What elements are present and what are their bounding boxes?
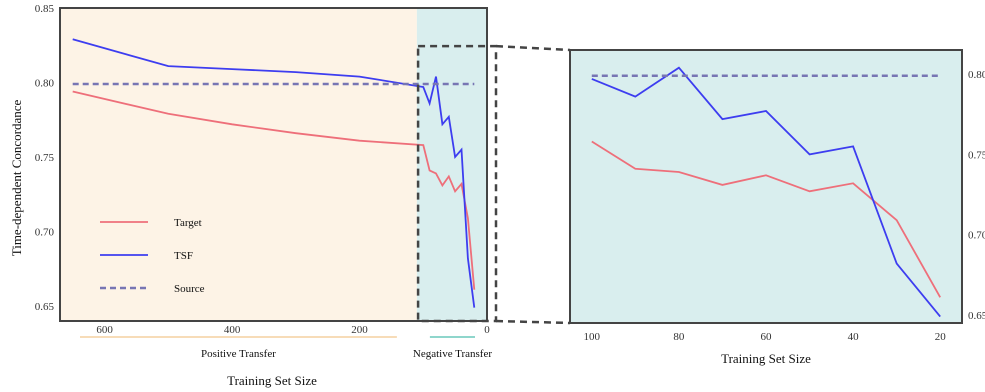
region-band-positive (60, 8, 417, 321)
zoom-region-box (416, 44, 498, 323)
inset-x-axis-label: Training Set Size (721, 351, 811, 366)
y-tick-label: 0.85 (35, 3, 55, 15)
inset-x-ticks: 100 80 60 40 20 (584, 331, 947, 343)
inset-series-line-tsf (591, 66, 941, 318)
inset-chart-series (591, 66, 941, 318)
inset-background (570, 50, 962, 323)
zoom-connector-top (495, 44, 571, 52)
x-tick-label: 400 (224, 324, 241, 336)
region-label-negative: Negative Transfer (413, 348, 492, 360)
inset-y-tick-label: 0.65 (968, 310, 985, 322)
inset-x-tick-label: 100 (584, 331, 601, 343)
zoom-connector (416, 44, 571, 325)
x-tick-label: 0 (484, 324, 490, 336)
inset-y-tick-label: 0.80 (968, 69, 985, 81)
legend-label-tsf: TSF (174, 250, 193, 262)
transfer-regions (60, 8, 487, 321)
inset-y-ticks: 0.65 0.70 0.75 0.80 (968, 69, 985, 322)
x-tick-label: 200 (351, 324, 368, 336)
y-tick-label: 0.80 (35, 78, 55, 90)
inset-y-tick-label: 0.70 (968, 230, 985, 242)
inset-x-tick-label: 60 (761, 331, 773, 343)
main-chart-panel: 600 400 200 0 0.65 0.70 0.75 0.80 0.85 Positive… (9, 3, 492, 388)
y-tick-label: 0.65 (35, 301, 55, 313)
series-line-tsf (72, 38, 476, 308)
transfer-region-labels: Positive Transfer Negative Transfer (80, 336, 492, 360)
x-tick-label: 600 (96, 324, 113, 336)
inset-x-tick-label: 80 (673, 331, 685, 343)
inset-x-tick-label: 20 (935, 331, 947, 343)
inset-series-line-target (591, 140, 941, 298)
series-line-target (72, 90, 476, 290)
zoom-connector-bottom (495, 319, 571, 325)
legend-label-target: Target (174, 217, 202, 229)
legend: Target TSF Source (100, 217, 205, 295)
inset-chart-panel: 100 80 60 40 20 0.65 0.70 0.75 0.80 Training Se… (569, 49, 985, 366)
legend-label-source: Source (174, 283, 205, 295)
main-x-axis-label: Training Set Size (227, 373, 317, 388)
region-label-positive: Positive Transfer (201, 348, 276, 360)
main-x-ticks: 600 400 200 0 (96, 324, 490, 336)
inset-chart-frame (569, 49, 963, 324)
inset-x-tick-label: 40 (848, 331, 860, 343)
main-chart-series (72, 38, 476, 308)
y-tick-label: 0.70 (35, 227, 55, 239)
main-y-ticks: 0.65 0.70 0.75 0.80 0.85 (35, 3, 55, 313)
y-axis-label: Time-dependent Concordance (9, 99, 24, 256)
y-tick-label: 0.75 (35, 152, 55, 164)
main-chart-frame (59, 7, 488, 322)
inset-y-tick-label: 0.75 (968, 149, 985, 161)
